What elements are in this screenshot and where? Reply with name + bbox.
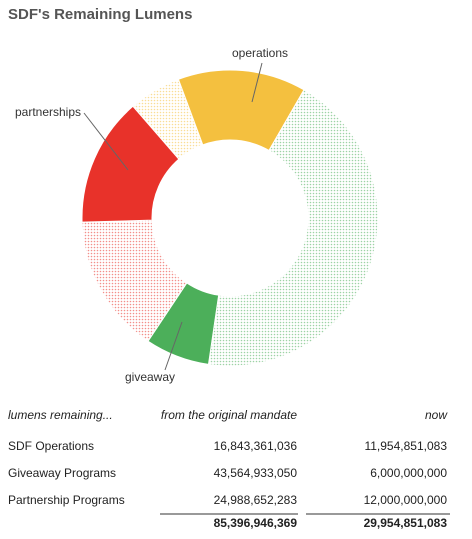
row-label: SDF Operations	[8, 439, 94, 453]
cell: 12,000,000,000	[364, 493, 448, 507]
column-header: now	[425, 408, 448, 422]
callout-label: partnerships	[15, 105, 81, 119]
cell: 43,564,933,050	[214, 466, 298, 480]
callout-line	[83, 112, 129, 171]
total: 85,396,946,369	[214, 516, 298, 530]
cell: 24,988,652,283	[214, 493, 298, 507]
callout-label: operations	[232, 46, 288, 60]
chart-title: SDF's Remaining Lumens	[8, 6, 192, 23]
callout-label: giveaway	[125, 370, 175, 384]
callout-line	[251, 62, 263, 103]
cell: 11,954,851,083	[364, 439, 447, 453]
row-label: Partnership Programs	[8, 493, 125, 507]
remaining-segment	[81, 105, 180, 223]
callout-line	[164, 321, 183, 371]
row-label: Giveaway Programs	[8, 466, 116, 480]
total: 29,954,851,083	[364, 516, 448, 530]
column-header: from the original mandate	[161, 408, 297, 422]
table-corner: lumens remaining...	[8, 408, 113, 422]
cell: 16,843,361,036	[214, 439, 298, 453]
cell: 6,000,000,000	[370, 466, 447, 480]
